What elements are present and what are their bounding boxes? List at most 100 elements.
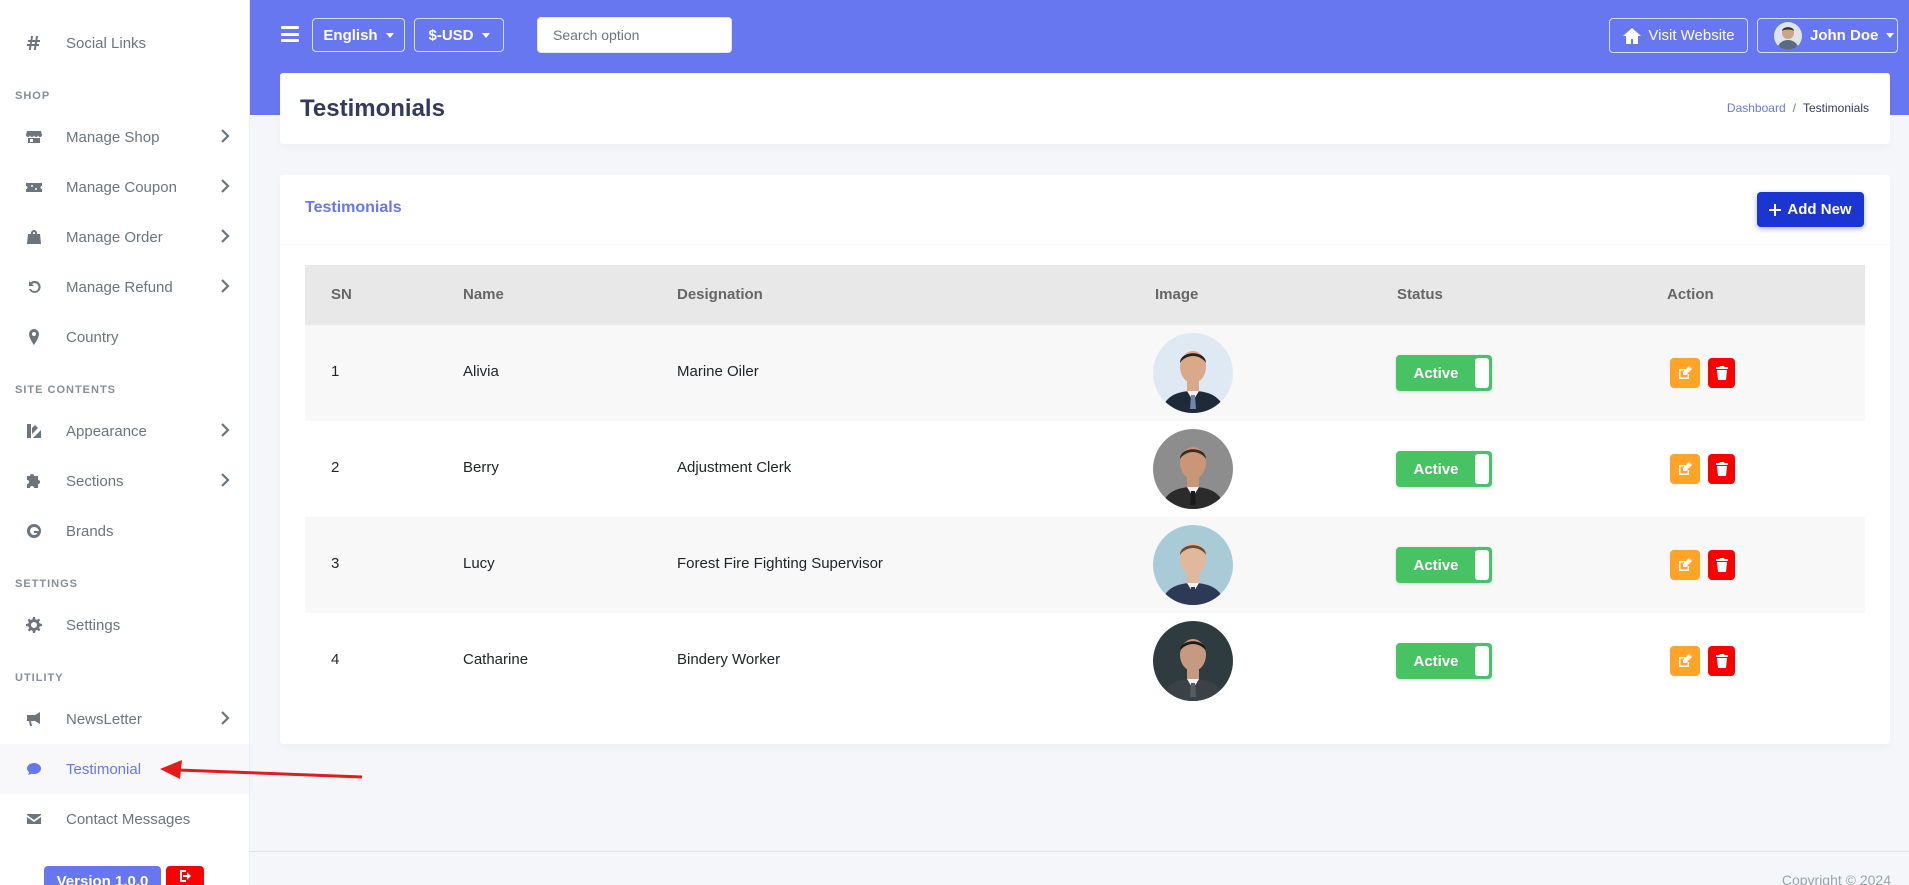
chevron-right-icon (220, 129, 230, 143)
testimonial-photo (1153, 621, 1233, 701)
page-header: Testimonials Dashboard / Testimonials (280, 73, 1890, 144)
table-row: 1 Alivia Marine Oiler Active (305, 325, 1865, 421)
table-row: 2 Berry Adjustment Clerk Active (305, 421, 1865, 517)
cell-sn: 4 (331, 651, 340, 668)
sidebar-item-country[interactable]: Country (0, 312, 249, 362)
sidebar-item-manage-order[interactable]: Manage Order (0, 212, 249, 262)
hash-icon (24, 35, 44, 51)
cell-name: Catharine (463, 651, 529, 668)
avatar (1774, 21, 1802, 50)
footer-divider (250, 851, 1909, 852)
cell-sn: 1 (331, 363, 340, 380)
comment-icon (24, 761, 44, 777)
breadcrumb-current: Testimonials (1802, 101, 1869, 115)
sidebar-item-sections[interactable]: Sections (0, 456, 249, 506)
edit-button[interactable] (1670, 358, 1700, 388)
language-label: English (323, 26, 378, 44)
cell-name: Lucy (463, 555, 495, 572)
status-toggle[interactable]: Active (1396, 451, 1492, 487)
sidebar-item-manage-coupon[interactable]: Manage Coupon (0, 162, 249, 212)
breadcrumb-separator: / (1792, 101, 1796, 115)
trash-icon (1715, 462, 1728, 476)
column-header-status: Status (1397, 286, 1443, 303)
sidebar-item-settings[interactable]: Settings (0, 600, 249, 650)
menu-toggle-icon[interactable] (281, 26, 299, 42)
home-icon (1623, 27, 1642, 44)
map-pin-icon (24, 329, 44, 345)
puzzle-icon (24, 473, 44, 489)
sidebar: SHOP SITE CONTENTS SETTINGS UTILITY Soci… (0, 0, 250, 885)
visit-website-label: Visit Website (1648, 27, 1735, 44)
testimonials-card: Testimonials Add New SN Name Designation… (280, 175, 1890, 744)
delete-button[interactable] (1708, 358, 1735, 388)
language-dropdown[interactable]: English (312, 18, 405, 52)
sidebar-heading-settings: SETTINGS (15, 578, 79, 590)
cell-sn: 3 (331, 555, 340, 572)
edit-button[interactable] (1670, 454, 1700, 484)
sidebar-item-brands[interactable]: Brands (0, 506, 249, 556)
testimonial-photo (1153, 333, 1233, 413)
user-menu-button[interactable]: John Doe (1757, 18, 1898, 53)
sidebar-item-label: Testimonial (66, 760, 142, 778)
toggle-knob (1475, 550, 1489, 580)
add-new-button[interactable]: Add New (1757, 192, 1864, 227)
chevron-right-icon (220, 423, 230, 437)
coupon-icon (24, 179, 44, 195)
sidebar-item-label: Sections (66, 472, 124, 490)
breadcrumb-dashboard[interactable]: Dashboard (1726, 101, 1786, 115)
status-toggle[interactable]: Active (1396, 547, 1492, 583)
trash-icon (1715, 558, 1728, 572)
edit-icon (1679, 558, 1692, 571)
status-toggle[interactable]: Active (1396, 643, 1492, 679)
table-row: 3 Lucy Forest Fire Fighting Supervisor Acti… (305, 517, 1865, 613)
delete-button[interactable] (1708, 646, 1735, 676)
edit-icon (1679, 366, 1692, 379)
logout-button[interactable] (166, 866, 204, 885)
envelope-icon (24, 811, 44, 827)
currency-dropdown[interactable]: $-USD (414, 18, 504, 52)
sidebar-item-label: Manage Shop (66, 128, 160, 146)
version-button[interactable]: Version 1.0.0 (44, 866, 161, 885)
sidebar-item-appearance[interactable]: Appearance (0, 406, 249, 456)
delete-button[interactable] (1708, 454, 1735, 484)
delete-button[interactable] (1708, 550, 1735, 580)
column-header-name: Name (463, 286, 504, 303)
caret-down-icon (1886, 33, 1895, 38)
sidebar-item-label: Manage Order (66, 228, 163, 246)
status-toggle-label: Active (1413, 556, 1459, 574)
testimonial-photo (1153, 429, 1233, 509)
status-toggle-label: Active (1413, 364, 1459, 382)
chevron-right-icon (220, 473, 230, 487)
sidebar-item-testimonial[interactable]: Testimonial (0, 744, 249, 794)
sidebar-item-label: Contact Messages (66, 810, 191, 828)
chevron-right-icon (220, 179, 230, 193)
cell-designation: Forest Fire Fighting Supervisor (677, 555, 883, 572)
undo-icon (24, 279, 44, 295)
chevron-right-icon (220, 279, 230, 293)
cell-name: Alivia (463, 363, 499, 380)
chevron-right-icon (220, 711, 230, 725)
card-title: Testimonials (305, 199, 402, 216)
caret-down-icon (385, 32, 394, 38)
sidebar-item-contact-messages[interactable]: Contact Messages (0, 794, 249, 844)
visit-website-button[interactable]: Visit Website (1609, 18, 1748, 53)
store-icon (24, 129, 44, 145)
sidebar-item-label: NewsLetter (66, 710, 142, 728)
page-title: Testimonials (300, 95, 445, 122)
sidebar-item-newsletter[interactable]: NewsLetter (0, 694, 249, 744)
caret-down-icon (481, 32, 490, 38)
sidebar-item-manage-refund[interactable]: Manage Refund (0, 262, 249, 312)
sidebar-item-label: Manage Coupon (66, 178, 177, 196)
edit-button[interactable] (1670, 550, 1700, 580)
search-input[interactable] (537, 17, 732, 53)
status-toggle[interactable]: Active (1396, 355, 1492, 391)
footer-copyright: Copyright © 2024 (1781, 872, 1891, 885)
sidebar-item-manage-shop[interactable]: Manage Shop (0, 112, 249, 162)
column-header-sn: SN (331, 286, 352, 303)
testimonials-table: SN Name Designation Image Status Action … (305, 265, 1865, 709)
sidebar-heading-site-contents: SITE CONTENTS (15, 384, 117, 396)
sidebar-item-social-links[interactable]: Social Links (0, 18, 249, 68)
edit-button[interactable] (1670, 646, 1700, 676)
cell-designation: Marine Oiler (677, 363, 759, 380)
sidebar-item-label: Manage Refund (66, 278, 173, 296)
